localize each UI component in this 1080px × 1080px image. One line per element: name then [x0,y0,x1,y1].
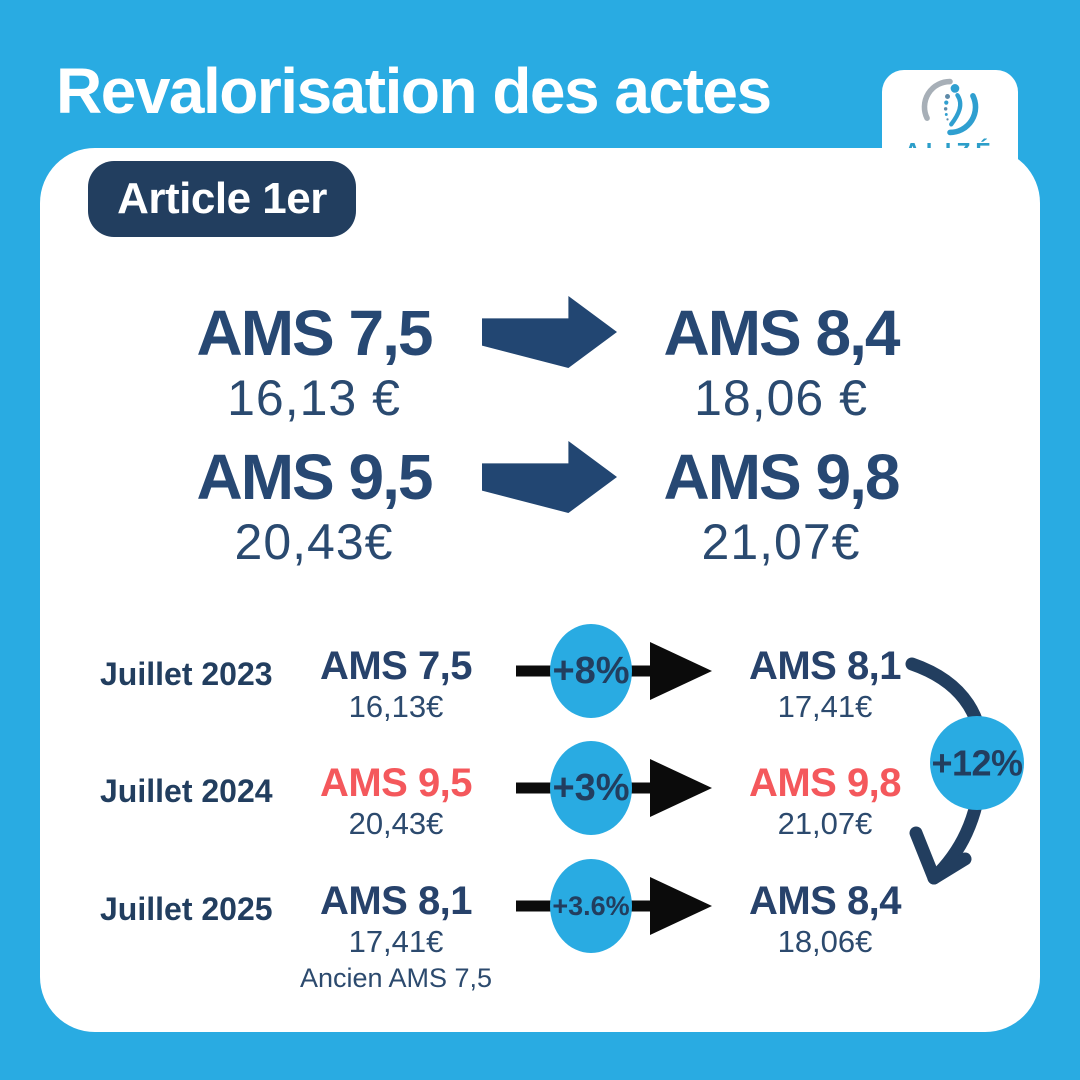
change-2-from: AMS 9,5 20,43€ [196,441,434,572]
timeline-to: AMS 8,1 17,41€ [675,644,975,726]
timeline-date: Juillet 2025 [100,891,273,927]
ams-code-highlighted: AMS 9,5 [319,761,473,805]
timeline-from: AMS 7,5 16,13€ [246,644,546,726]
ams-code: AMS 9,5 [196,441,434,513]
timeline-from: AMS 9,5 20,43€ [246,761,546,843]
timeline-date: Juillet 2024 [100,773,273,809]
percent-label: +3% [552,767,629,809]
ams-price: 16,13€ [348,689,444,724]
timeline-from: AMS 8,1 17,41€ Ancien AMS 7,5 [246,879,546,995]
ams-price: 20,43€ [234,514,394,570]
page-title: Revalorisation des actes [56,55,772,127]
right-arrow-icon [482,441,617,513]
ams-price: 21,07€ [777,806,873,841]
timeline-row-2025: Juillet 2025 AMS 8,1 17,41€ Ancien AMS 7… [40,851,1040,993]
ams-code: AMS 8,4 [663,297,901,369]
ams-code: AMS 8,1 [748,644,902,688]
total-percent-label: +12% [931,743,1023,784]
ams-price: 21,07€ [701,514,861,570]
timeline-to: AMS 8,4 18,06€ [675,879,975,961]
ams-price: 18,06€ [777,924,873,959]
ams-code: AMS 9,8 [663,441,901,513]
percent-label: +8% [552,650,629,692]
ams-price: 17,41€ [777,689,873,724]
change-1-from: AMS 7,5 16,13 € [196,297,434,428]
ams-price: 16,13 € [227,370,401,426]
percent-arrow-icon: +3.6% [516,859,712,953]
ams-price: 17,41€ [348,924,444,959]
timeline-row-2024: Juillet 2024 AMS 9,5 20,43€ +3% AMS 9,8 … [40,733,1040,863]
percent-arrow-icon: +8% [516,624,712,718]
article-badge: Article 1er [88,161,356,237]
change-2-to: AMS 9,8 21,07€ [663,441,901,572]
ams-code-highlighted: AMS 9,8 [748,761,902,805]
ams-code: AMS 8,1 [319,879,473,923]
content-card: Article 1er AMS 7,5 16,13 € AMS 8,4 18,0… [40,148,1040,1032]
spine-swirl-icon [921,78,979,136]
percent-arrow-icon: +3% [516,741,712,835]
change-1-to: AMS 8,4 18,06 € [663,297,901,428]
timeline-date: Juillet 2023 [100,656,273,692]
ams-code: AMS 7,5 [319,644,473,688]
percent-label: +3.6% [552,891,629,921]
total-percent-circle [930,716,1024,810]
ams-code: AMS 7,5 [196,297,434,369]
timeline-row-2023: Juillet 2023 AMS 7,5 16,13€ +8% AMS 8,1 … [40,616,1040,746]
ams-price: 18,06 € [694,370,868,426]
ams-price: 20,43€ [348,806,444,841]
right-arrow-icon [482,296,617,368]
ams-code: AMS 8,4 [748,879,902,923]
ams-note: Ancien AMS 7,5 [299,963,493,993]
timeline-to: AMS 9,8 21,07€ [675,761,975,843]
total-increase-arrow: +12% [905,657,1024,885]
